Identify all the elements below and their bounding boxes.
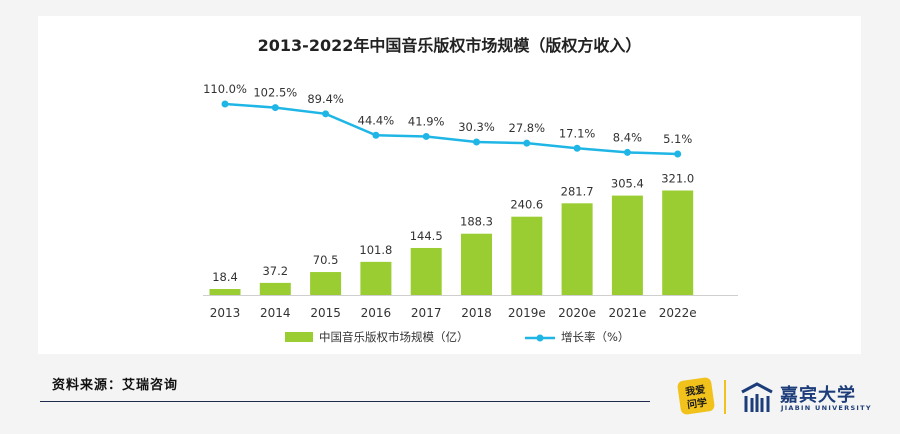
bar-label-2017: 144.5 xyxy=(410,229,443,243)
growth-point-2013 xyxy=(221,100,229,108)
bar-label-2018: 188.3 xyxy=(460,215,493,229)
bar-2016 xyxy=(360,261,392,295)
growth-point-2017 xyxy=(422,132,430,140)
growth-label-2015: 89.4% xyxy=(307,92,344,106)
brand-divider xyxy=(724,380,726,414)
growth-label-2021e: 8.4% xyxy=(613,130,642,144)
x-tick-label-2021e: 2021e xyxy=(608,306,646,320)
chart-panel: 2013-2022年中国音乐版权市场规模（版权方收入） 18.4 37.2 70.5… xyxy=(38,16,861,354)
legend-swatch-marker xyxy=(536,334,544,342)
growth-label-2019e: 27.8% xyxy=(509,121,546,135)
growth-label-2020e: 17.1% xyxy=(559,126,596,140)
x-tick-label-2013: 2013 xyxy=(210,306,241,320)
svg-text:问学: 问学 xyxy=(686,396,708,412)
x-tick-label-2016: 2016 xyxy=(361,306,392,320)
bar-2019e xyxy=(511,216,543,295)
growth-point-2019e xyxy=(523,139,531,147)
x-tick-label-2014: 2014 xyxy=(260,306,291,320)
bar-label-2020e: 281.7 xyxy=(561,184,594,198)
bar-label-2015: 70.5 xyxy=(313,253,339,267)
chart-title: 2013-2022年中国音乐版权市场规模（版权方收入） xyxy=(257,36,642,55)
x-tick-label-2020e: 2020e xyxy=(558,306,596,320)
svg-text:我爱: 我爱 xyxy=(684,383,706,399)
growth-label-2016: 44.4% xyxy=(358,113,395,127)
growth-point-2021e xyxy=(623,148,631,156)
x-tick-label-2022e: 2022e xyxy=(659,306,697,320)
bar-2015 xyxy=(310,272,342,295)
growth-point-2020e xyxy=(573,144,581,152)
x-tick-label-2019e: 2019e xyxy=(508,306,546,320)
x-tick-label-2017: 2017 xyxy=(411,306,442,320)
growth-point-2015 xyxy=(322,110,330,118)
bar-2022e xyxy=(662,190,694,295)
growth-label-2022e: 5.1% xyxy=(663,132,692,146)
bar-2018 xyxy=(461,233,492,295)
chart-svg: 18.4 37.2 70.5 101.8 144.5 188.3 240.6 281.7 305… xyxy=(203,82,738,344)
bar-label-2013: 18.4 xyxy=(212,270,238,284)
footer-divider xyxy=(40,401,650,402)
bar-2014 xyxy=(259,282,291,295)
bar-2013 xyxy=(209,289,241,295)
bar-label-2022e: 321.0 xyxy=(661,172,694,186)
jiabin-logo-icon xyxy=(741,382,773,412)
legend-label-bar: 中国音乐版权市场规模（亿） xyxy=(319,330,469,344)
growth-point-2018 xyxy=(473,138,480,146)
source-note: 资料来源：艾瑞咨询 xyxy=(52,378,179,393)
brand-subtitle: JIABIN UNIVERSITY xyxy=(781,404,872,412)
growth-point-2022e xyxy=(674,150,682,158)
growth-label-2014: 102.5% xyxy=(253,86,297,100)
growth-point-2014 xyxy=(271,104,279,112)
bar-label-2016: 101.8 xyxy=(359,243,392,257)
growth-point-2016 xyxy=(372,131,380,139)
bar-2020e xyxy=(561,203,593,295)
x-tick-label-2015: 2015 xyxy=(310,306,341,320)
growth-label-2017: 41.9% xyxy=(408,114,445,128)
growth-label-2018: 30.3% xyxy=(458,120,495,134)
bar-label-2021e: 305.4 xyxy=(611,177,644,191)
wo-ai-wen-xue-badge: 我爱 问学 xyxy=(677,377,715,415)
bar-2017 xyxy=(410,247,442,295)
growth-line xyxy=(224,102,678,156)
legend-label-line: 增长率（%） xyxy=(561,330,629,344)
bar-label-2014: 37.2 xyxy=(262,264,288,278)
x-tick-label-2018: 2018 xyxy=(461,306,492,320)
legend-swatch-bar xyxy=(285,332,313,342)
bar-2021e xyxy=(611,195,643,295)
bar-label-2019e: 240.6 xyxy=(510,198,543,212)
growth-label-2013: 110.0% xyxy=(203,82,247,96)
brand-name: 嘉宾大学 xyxy=(780,385,856,406)
